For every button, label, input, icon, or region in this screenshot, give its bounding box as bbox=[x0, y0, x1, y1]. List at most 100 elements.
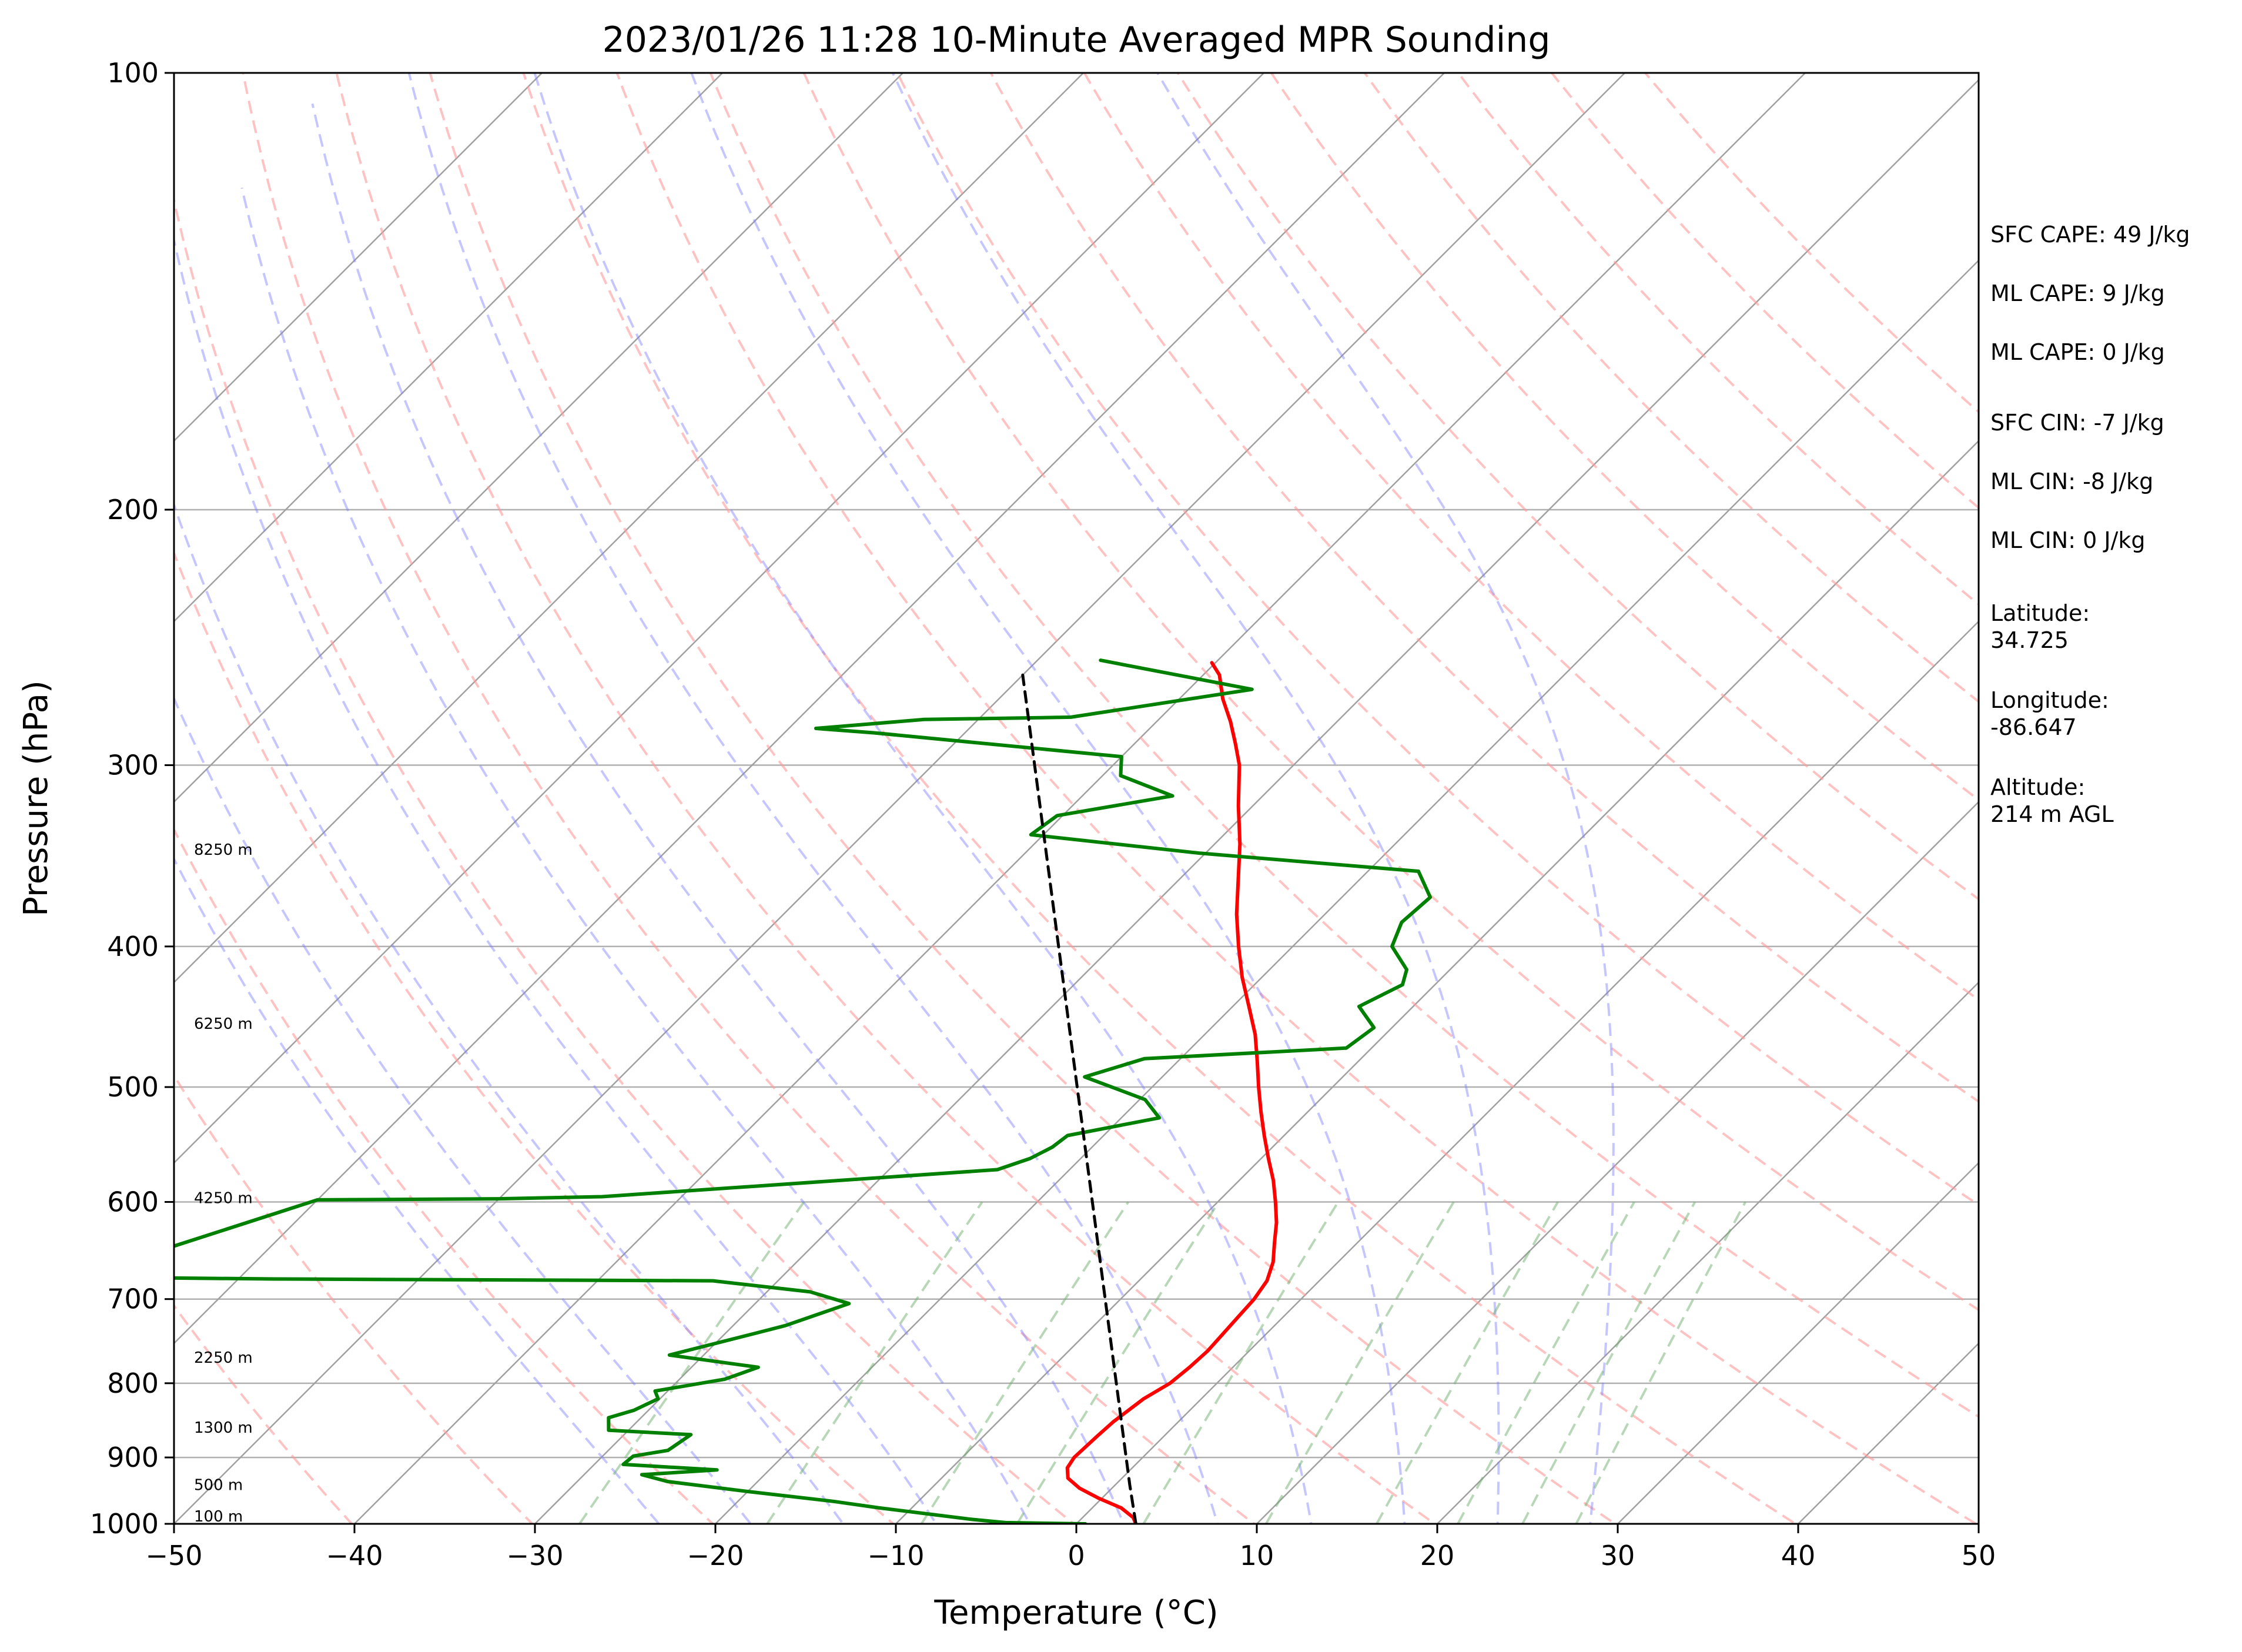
chart-title: 2023/01/26 11:28 10-Minute Averaged MPR … bbox=[603, 19, 1551, 61]
mixing-ratio-line-5 bbox=[1142, 1201, 1340, 1524]
y-tick-label: 300 bbox=[107, 750, 159, 781]
mixing-ratio-line-1 bbox=[766, 1201, 983, 1524]
moist-adiabat--5 bbox=[174, 238, 938, 1524]
y-tick-label: 400 bbox=[107, 931, 159, 962]
x-axis: −50 −40 −30 −20 −10 0 10 20 30 40 50 bbox=[145, 1524, 1996, 1571]
moist-adiabat-25 bbox=[891, 73, 1500, 1524]
plot-frame bbox=[173, 72, 1980, 1525]
isotherm-20 bbox=[1437, 981, 1979, 1524]
annotation-5: ML CIN: -8 J/kg bbox=[1990, 469, 2154, 494]
moist-adiabat-5 bbox=[311, 103, 1125, 1524]
dry-adiabat-253 bbox=[174, 827, 715, 1524]
x-axis-label: Temperature (°C) bbox=[933, 1594, 1218, 1632]
y-tick-label: 1000 bbox=[90, 1508, 159, 1540]
dry-adiabat-243 bbox=[174, 1073, 534, 1524]
y-tick-label: 900 bbox=[107, 1442, 159, 1473]
isotherm--30 bbox=[534, 79, 1979, 1524]
dry-adiabat-403 bbox=[1363, 73, 1979, 704]
annotation-6: ML CIN: 0 J/kg bbox=[1990, 527, 2146, 553]
height-label: 500 m bbox=[194, 1477, 243, 1494]
annotation-3: ML CAPE: 0 J/kg bbox=[1990, 339, 2165, 365]
y-tick-label: 600 bbox=[107, 1186, 159, 1218]
x-tick-label: −30 bbox=[506, 1540, 563, 1571]
dry-adiabat-lines bbox=[174, 73, 1979, 1524]
height-label: 4250 m bbox=[194, 1189, 253, 1207]
dry-adiabat-233 bbox=[174, 1303, 354, 1524]
mixing-ratio-line-3 bbox=[1016, 1201, 1220, 1524]
annotation-4: SFC CIN: -7 J/kg bbox=[1990, 410, 2164, 436]
y-tick-label: 200 bbox=[107, 494, 159, 526]
moist-adiabat-lines bbox=[174, 73, 1615, 1524]
dry-adiabat-393 bbox=[1270, 73, 1979, 802]
dry-adiabat-373 bbox=[1083, 73, 1979, 1001]
moist-adiabat-30 bbox=[1156, 73, 1615, 1524]
x-tick-label: −40 bbox=[326, 1540, 383, 1571]
annotation-9: Altitude: 214 m AGL bbox=[1990, 774, 2114, 827]
dry-adiabat-293 bbox=[335, 73, 1437, 1524]
mixing-ratio-line-0.4 bbox=[578, 1201, 805, 1524]
series-line-parcel bbox=[1021, 673, 1137, 1524]
mixing-ratio-line-16 bbox=[1457, 1201, 1635, 1524]
isotherm--110 bbox=[174, 73, 543, 442]
moist-adiabat--20 bbox=[174, 856, 661, 1524]
x-tick-label: 40 bbox=[1781, 1540, 1816, 1571]
isotherm--10 bbox=[895, 440, 1979, 1524]
y-tick-label: 800 bbox=[107, 1367, 159, 1399]
isotherm-10 bbox=[1256, 801, 1979, 1524]
dry-adiabat-323 bbox=[615, 73, 1979, 1524]
dry-adiabat-353 bbox=[896, 73, 1979, 1206]
isotherm--90 bbox=[174, 73, 904, 803]
height-label: 100 m bbox=[194, 1508, 243, 1526]
isotherm-30 bbox=[1617, 1162, 1979, 1524]
x-tick-label: 10 bbox=[1240, 1540, 1274, 1571]
dry-adiabat-303 bbox=[429, 73, 1618, 1524]
height-label: 1300 m bbox=[194, 1419, 253, 1437]
moist-adiabat-10 bbox=[407, 73, 1219, 1524]
mixing-ratio-lines bbox=[578, 1201, 1746, 1524]
dry-adiabat-273 bbox=[174, 195, 1076, 1524]
annotation-7: Latitude: 34.725 bbox=[1990, 600, 2090, 653]
x-tick-label: 50 bbox=[1962, 1540, 1996, 1571]
moist-adiabat-15 bbox=[533, 73, 1313, 1524]
x-tick-label: −10 bbox=[867, 1540, 924, 1571]
moist-adiabat--15 bbox=[174, 695, 752, 1524]
isotherm-0 bbox=[1076, 620, 1979, 1524]
isotherm-lines bbox=[174, 73, 1979, 1524]
isotherm--80 bbox=[174, 73, 1084, 984]
dry-adiabat-333 bbox=[709, 73, 1979, 1419]
x-tick-label: 20 bbox=[1420, 1540, 1455, 1571]
x-tick-label: 0 bbox=[1068, 1540, 1085, 1571]
mixing-ratio-line-12 bbox=[1376, 1201, 1559, 1524]
mixing-ratio-line-20 bbox=[1521, 1201, 1696, 1524]
isotherm--20 bbox=[715, 259, 1979, 1524]
mixing-ratio-line-2 bbox=[920, 1201, 1130, 1524]
sounding-series bbox=[174, 658, 1433, 1524]
series-line-temperature bbox=[1065, 661, 1279, 1524]
isobar-grid bbox=[174, 73, 1979, 1524]
dry-adiabat-363 bbox=[989, 73, 1979, 1103]
mixing-ratio-line-8 bbox=[1264, 1201, 1455, 1524]
y-tick-label: 700 bbox=[107, 1283, 159, 1315]
height-labels: 100 m 500 m 1300 m 2250 m 4250 m 6250 m 8250 m bbox=[194, 841, 253, 1526]
isotherm--60 bbox=[174, 73, 1445, 1345]
height-label: 2250 m bbox=[194, 1349, 253, 1367]
isotherm--40 bbox=[354, 73, 1806, 1524]
height-label: 8250 m bbox=[194, 841, 253, 859]
moist-adiabat--10 bbox=[174, 501, 845, 1524]
series-line-dewpoint bbox=[174, 658, 1433, 1524]
annotation-8: Longitude: -86.647 bbox=[1990, 687, 2109, 740]
mixing-ratio-line-24 bbox=[1575, 1201, 1746, 1524]
height-label: 6250 m bbox=[194, 1015, 253, 1033]
x-tick-label: −50 bbox=[145, 1540, 202, 1571]
dry-adiabat-343 bbox=[802, 73, 1979, 1312]
x-tick-label: 30 bbox=[1601, 1540, 1635, 1571]
dry-adiabat-283 bbox=[242, 73, 1256, 1524]
y-tick-label: 500 bbox=[107, 1071, 159, 1103]
dry-adiabat-313 bbox=[522, 73, 1798, 1524]
y-axis-label: Pressure (hPa) bbox=[17, 680, 55, 917]
x-tick-label: −20 bbox=[687, 1540, 744, 1571]
moist-adiabat-20 bbox=[690, 73, 1406, 1524]
y-axis: 1000 900 800 700 600 500 400 300 200 100 bbox=[90, 57, 174, 1540]
annotation-2: ML CAPE: 9 J/kg bbox=[1990, 280, 2165, 306]
